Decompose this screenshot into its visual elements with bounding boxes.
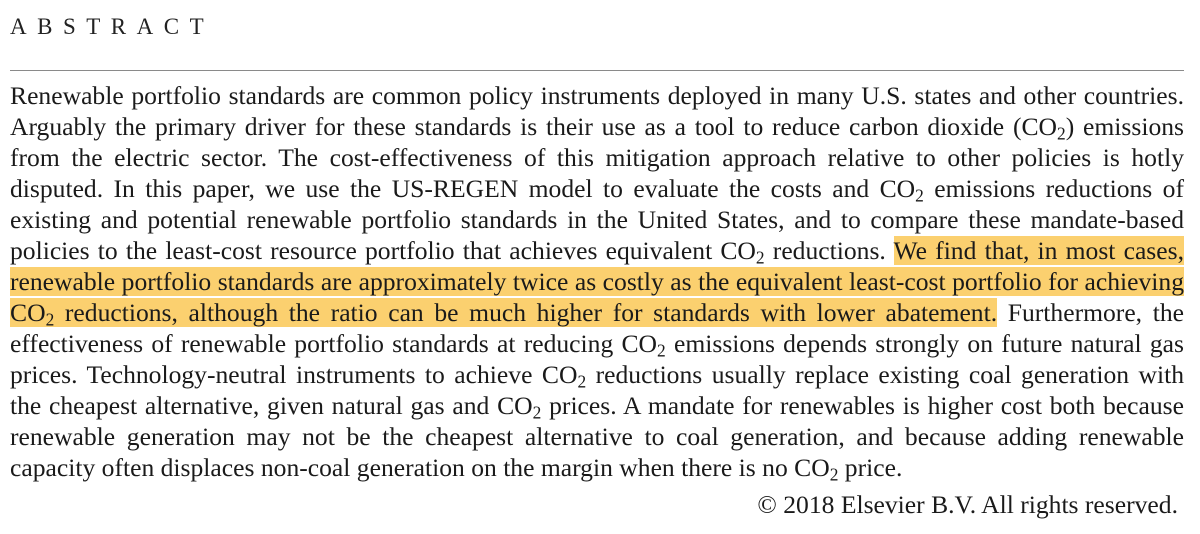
subscript-2: 2 (45, 309, 55, 330)
abstract-text: prices. A mandate for renewables is high… (10, 391, 1184, 482)
abstract-text: Renewable portfolio standards are common… (10, 81, 1184, 141)
subscript-2: 2 (915, 185, 924, 206)
subscript-2: 2 (755, 247, 765, 268)
abstract-paragraph: Renewable portfolio standards are common… (10, 80, 1184, 483)
highlighted-text: reduc­tions, although the ratio can be m… (54, 298, 998, 327)
subscript-2: 2 (657, 340, 666, 361)
section-heading: ABSTRACT (10, 14, 215, 39)
abstract-text: reductions. (764, 236, 894, 265)
copyright-notice: © 2018 Elsevier B.V. All rights reserved… (757, 490, 1178, 519)
highlighted-text: We find that, in most cases, renewable p… (10, 236, 1184, 327)
divider-rule (10, 70, 1184, 71)
abstract-text: reductions usually replace existing coal… (10, 360, 1184, 420)
subscript-2: 2 (1057, 123, 1066, 144)
abstract-text: emissions depends strongly on future nat… (10, 329, 1185, 389)
abstract-text: emissions reductions of existing and pot… (10, 174, 1184, 265)
subscript-2: 2 (577, 371, 587, 392)
abstract-text: ) emissions from the electric sector. Th… (10, 112, 1184, 203)
subscript-2: 2 (829, 464, 839, 485)
subscript-2: 2 (532, 402, 542, 423)
abstract-text: Furthermore, the effectiveness of renewa… (10, 298, 1184, 358)
abstract-text: price. (838, 453, 903, 482)
